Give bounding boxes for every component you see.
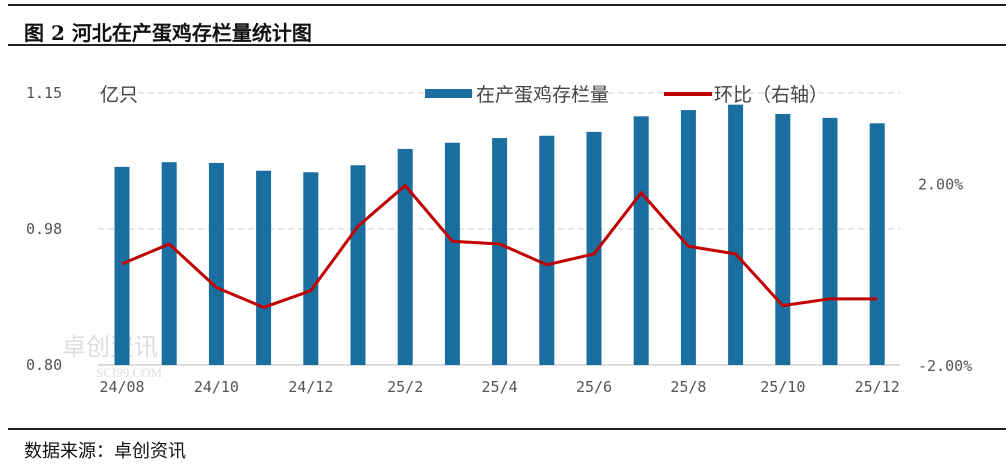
legend-swatch-line	[664, 92, 712, 96]
x-tick-label: 24/10	[194, 378, 239, 396]
bar-25/1	[350, 165, 366, 365]
y-left-axis-label: 亿只	[100, 84, 138, 106]
bar-24/10	[208, 162, 224, 365]
x-tick-label: 25/6	[576, 378, 612, 396]
chart-title: 图 2 河北在产蛋鸡存栏量统计图	[24, 21, 312, 45]
bar-24/11	[256, 170, 272, 365]
legend-label-line: 环比（右轴）	[714, 84, 828, 106]
x-tick-label: 25/10	[760, 378, 805, 396]
bar-25/5	[539, 135, 555, 365]
x-tick-label: 25/12	[855, 378, 900, 396]
x-tick-label: 25/8	[670, 378, 706, 396]
bar-25/7	[633, 116, 649, 365]
bar-25/6	[586, 131, 602, 365]
x-tick-label: 24/12	[288, 378, 333, 396]
x-tick-label: 25/2	[387, 378, 423, 396]
legend-swatch-bar	[425, 89, 472, 98]
bar-25/8	[680, 110, 696, 366]
top-rule	[8, 4, 1006, 6]
watermark: 卓创资讯	[62, 333, 158, 361]
bar-25/10	[775, 113, 791, 366]
y-right-tick-label: 2.00%	[918, 176, 963, 194]
x-tick-label: 24/08	[99, 378, 144, 396]
x-tick-label: 25/4	[482, 378, 518, 396]
y-left-tick-label: 0.98	[26, 220, 62, 238]
y-right-tick-label: -2.00%	[918, 357, 972, 375]
footer-rule	[8, 428, 1006, 430]
bar-25/4	[492, 138, 508, 365]
bar-25/9	[728, 104, 744, 366]
y-left-tick-label: 1.15	[26, 84, 62, 102]
bar-24/08	[114, 166, 130, 365]
bar-25/2	[397, 148, 413, 365]
y-left-tick-label: 0.80	[26, 356, 62, 374]
legend-label-bar: 在产蛋鸡存栏量	[476, 84, 609, 106]
source-note: 数据来源：卓创资讯	[24, 441, 186, 462]
bar-25/3	[444, 142, 460, 365]
watermark-url: SCI99.COM	[96, 365, 163, 380]
bar-24/12	[303, 172, 319, 365]
bar-25/11	[822, 117, 838, 366]
title-rule	[8, 44, 1006, 46]
bar-24/09	[161, 162, 177, 365]
bar-25/12	[869, 123, 885, 366]
